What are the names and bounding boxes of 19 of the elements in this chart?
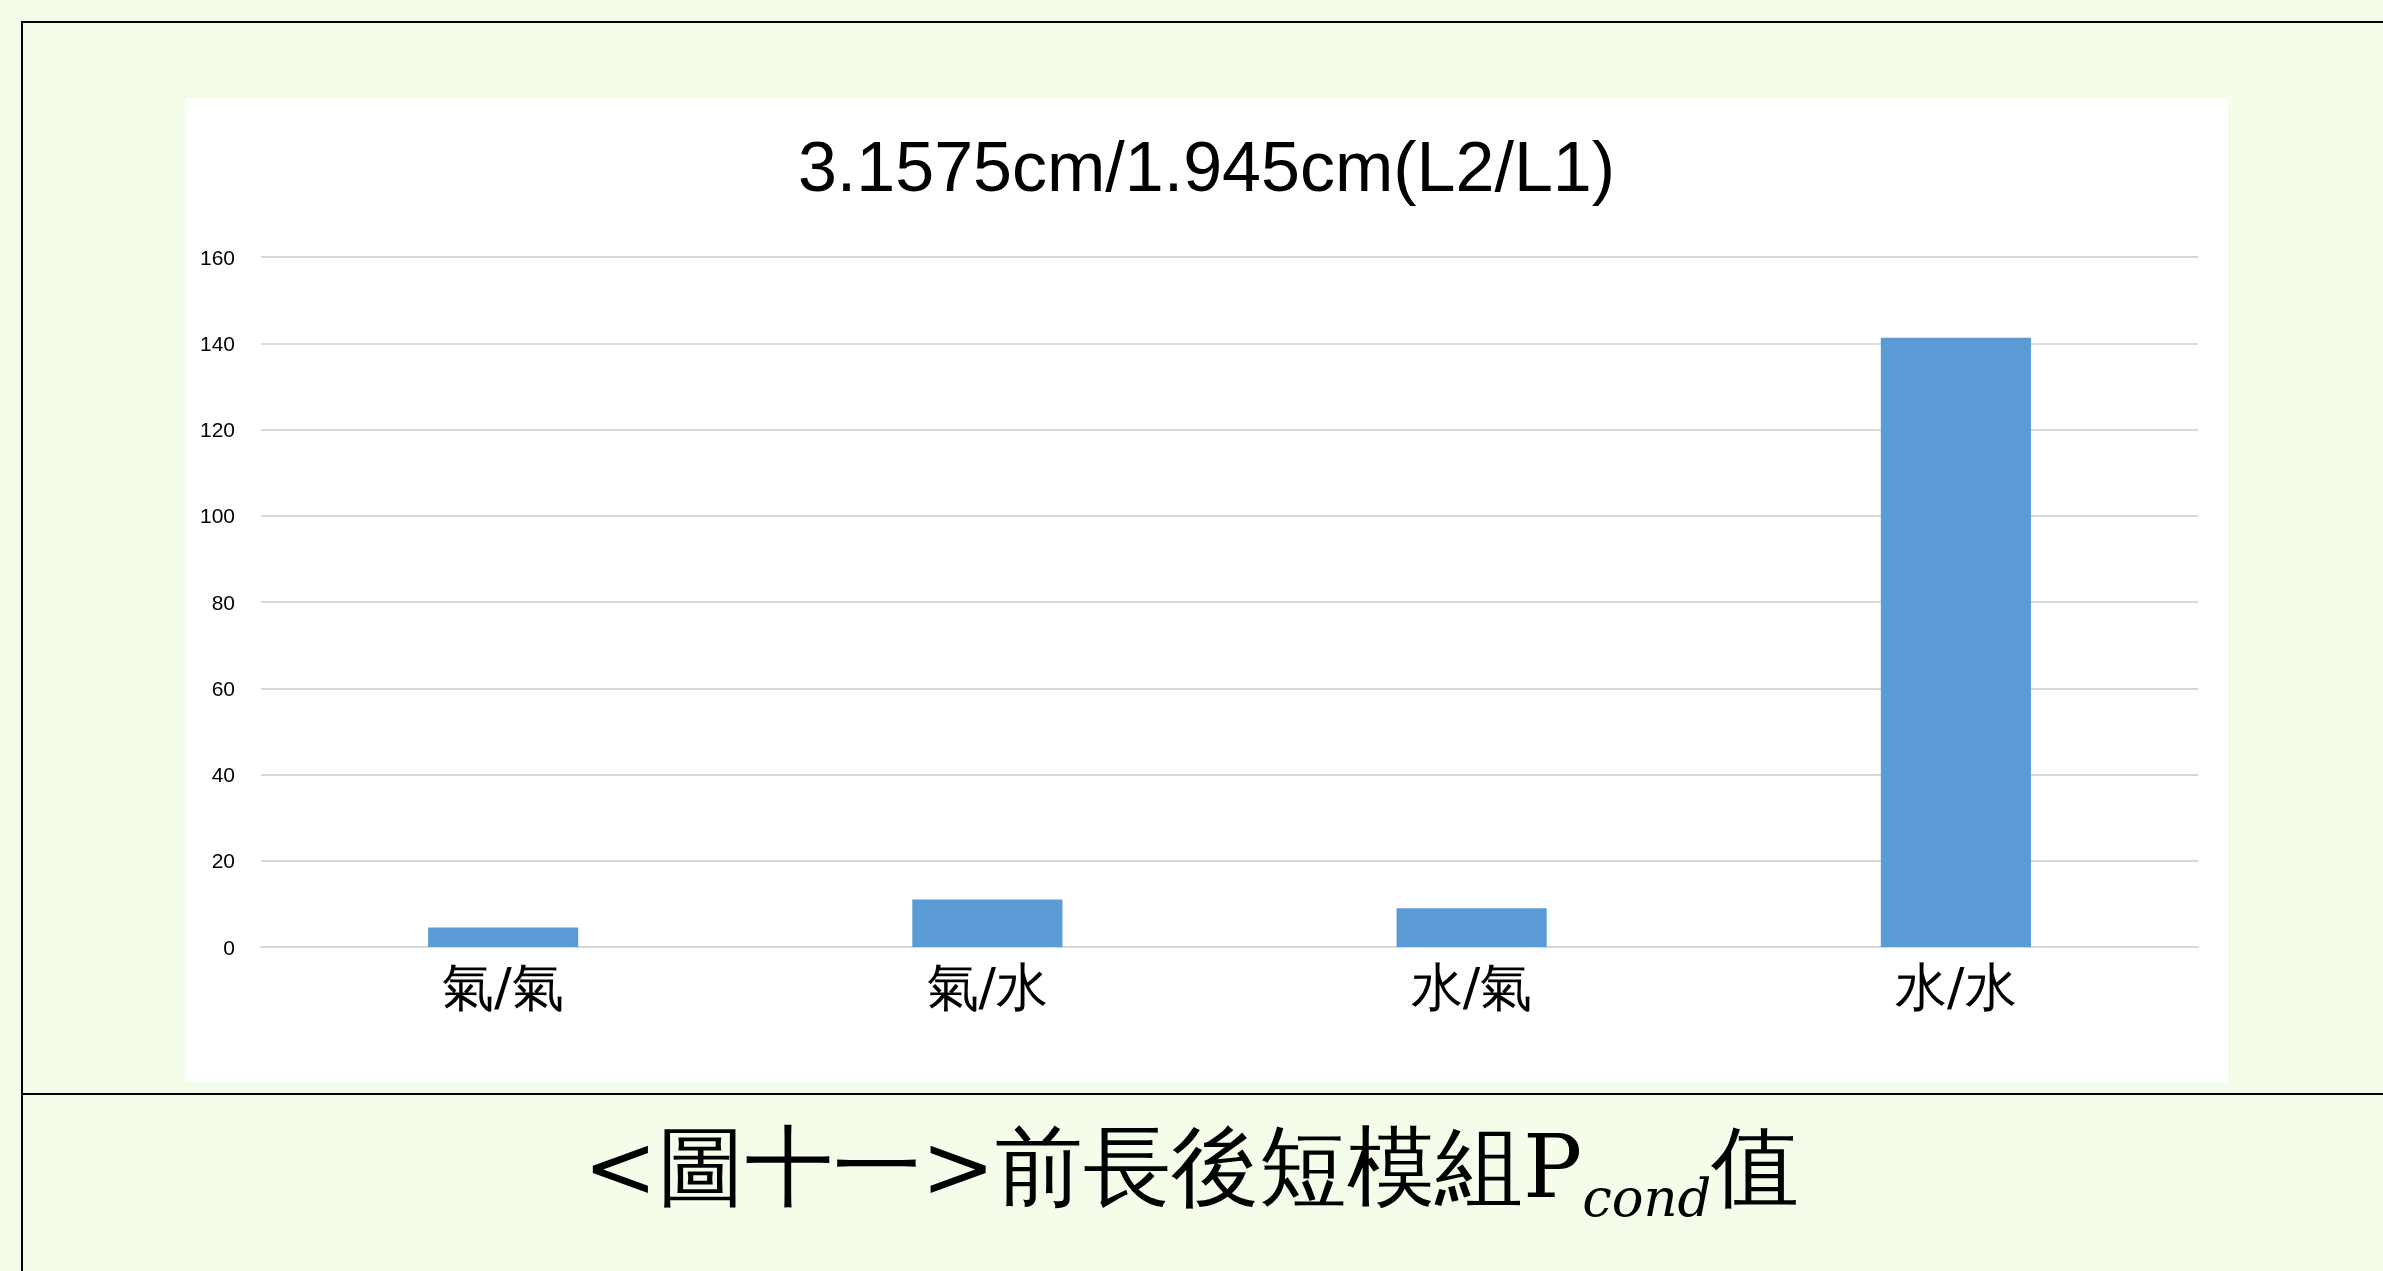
- x-tick-label: 水/水: [1895, 957, 2017, 1017]
- y-tick-label: 100: [199, 504, 235, 528]
- text: <圖十一>前長後短模組P$_{cond}$值: [582, 1114, 1801, 1228]
- y-tick-label: 60: [211, 676, 235, 700]
- x-tick-label: 水/氣: [1410, 957, 1533, 1017]
- y-tick-label: 0: [223, 935, 235, 959]
- y-tick-label: 160: [199, 245, 235, 269]
- y-tick-label: 80: [211, 590, 235, 614]
- chart-title: 3.1575cm/1.945cm(L2/L1): [797, 128, 1616, 206]
- y-tick-label: 120: [199, 418, 235, 441]
- bar: [428, 927, 579, 947]
- bar: [1880, 337, 2031, 947]
- bar: [1396, 908, 1547, 947]
- x-tick-label: 氣/水: [926, 957, 1049, 1017]
- x-tick-label: 氣/氣: [442, 957, 564, 1017]
- y-tick-label: 140: [199, 331, 235, 355]
- y-tick-label: 40: [211, 763, 235, 786]
- bar: [912, 899, 1063, 947]
- y-tick-label: 20: [211, 849, 235, 873]
